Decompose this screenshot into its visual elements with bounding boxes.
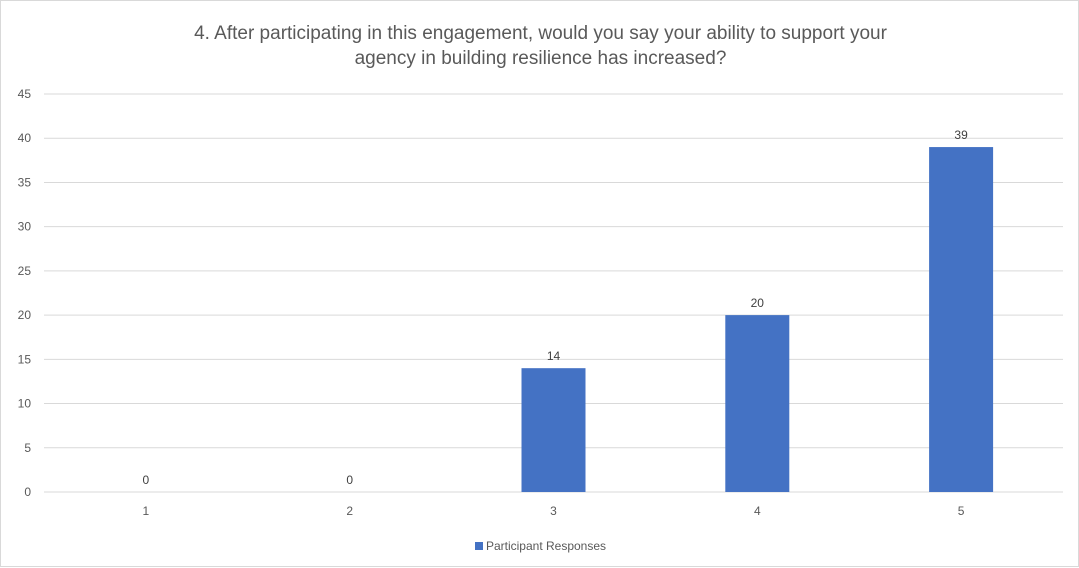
y-tick-label-25: 25 <box>18 264 32 278</box>
x-tick-label-1: 1 <box>143 504 150 518</box>
chart-title: 4. After participating in this engagemen… <box>1 21 1079 71</box>
data-label-4: 20 <box>751 296 765 310</box>
x-tick-label-3: 3 <box>550 504 557 518</box>
data-label-3: 14 <box>547 349 561 363</box>
y-tick-label-15: 15 <box>18 352 32 366</box>
data-label-1: 0 <box>143 473 150 487</box>
x-tick-label-2: 2 <box>346 504 353 518</box>
y-tick-label-0: 0 <box>24 485 31 499</box>
y-tick-label-5: 5 <box>24 441 31 455</box>
bar-3 <box>521 368 586 492</box>
chart-title-line-1: 4. After participating in this engagemen… <box>194 23 887 44</box>
y-tick-label-45: 45 <box>18 87 32 101</box>
y-tick-label-30: 30 <box>18 220 32 234</box>
data-label-2: 0 <box>346 473 353 487</box>
x-tick-label-4: 4 <box>754 504 761 518</box>
y-tick-label-10: 10 <box>18 397 32 411</box>
bar-4 <box>725 315 790 492</box>
x-tick-label-5: 5 <box>958 504 965 518</box>
legend-label-participant-responses: Participant Responses <box>485 539 607 553</box>
bar-5 <box>929 147 994 493</box>
data-label-5: 39 <box>954 128 968 142</box>
chart-legend: Participant Responses <box>1 539 1079 553</box>
y-tick-label-35: 35 <box>18 175 32 189</box>
legend-swatch-participant-responses <box>474 542 483 550</box>
y-tick-label-20: 20 <box>18 308 32 322</box>
y-tick-label-40: 40 <box>18 131 32 145</box>
chart-title-line-2: agency in building resilience has increa… <box>354 48 727 69</box>
